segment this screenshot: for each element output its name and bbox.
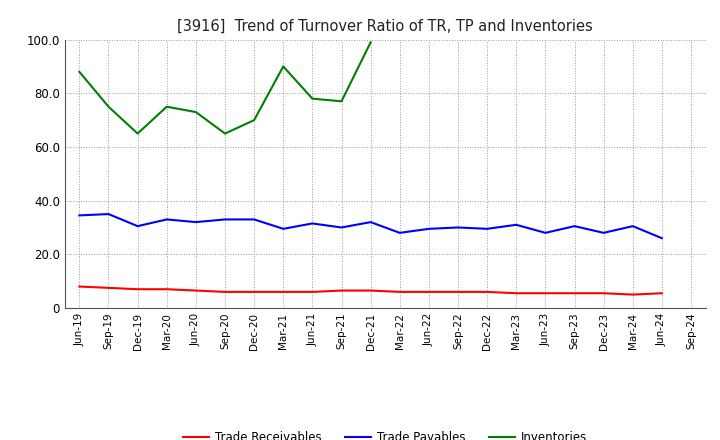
Trade Payables [250,217,258,222]
Trade Payables [366,220,375,225]
Inventories [279,64,287,69]
Inventories [250,117,258,123]
Trade Payables [570,224,579,229]
Trade Payables [192,220,200,225]
Trade Receivables [279,289,287,294]
Inventories [337,99,346,104]
Inventories [75,69,84,74]
Trade Payables [104,211,113,216]
Inventories [163,104,171,109]
Inventories [104,104,113,109]
Trade Payables [395,230,404,235]
Trade Payables [220,217,229,222]
Trade Payables [308,221,317,226]
Trade Payables [133,224,142,229]
Trade Receivables [133,286,142,292]
Trade Receivables [75,284,84,289]
Trade Receivables [570,290,579,296]
Inventories [192,110,200,115]
Trade Payables [541,230,550,235]
Inventories [133,131,142,136]
Trade Receivables [192,288,200,293]
Trade Payables [599,230,608,235]
Inventories [220,131,229,136]
Trade Receivables [163,286,171,292]
Trade Receivables [599,290,608,296]
Trade Receivables [483,289,492,294]
Trade Receivables [657,290,666,296]
Trade Receivables [425,289,433,294]
Trade Receivables [337,288,346,293]
Inventories [366,40,375,45]
Legend: Trade Receivables, Trade Payables, Inventories: Trade Receivables, Trade Payables, Inven… [179,427,592,440]
Trade Payables [163,217,171,222]
Trade Payables [512,222,521,227]
Trade Receivables [250,289,258,294]
Trade Payables [75,213,84,218]
Trade Payables [629,224,637,229]
Trade Payables [454,225,462,230]
Trade Receivables [395,289,404,294]
Line: Trade Payables: Trade Payables [79,214,662,238]
Trade Receivables [220,289,229,294]
Line: Trade Receivables: Trade Receivables [79,286,662,295]
Trade Receivables [366,288,375,293]
Trade Payables [279,226,287,231]
Trade Receivables [512,290,521,296]
Trade Receivables [308,289,317,294]
Trade Receivables [454,289,462,294]
Trade Payables [425,226,433,231]
Title: [3916]  Trend of Turnover Ratio of TR, TP and Inventories: [3916] Trend of Turnover Ratio of TR, TP… [177,19,593,34]
Inventories [308,96,317,101]
Trade Payables [483,226,492,231]
Trade Receivables [104,285,113,290]
Trade Receivables [629,292,637,297]
Trade Receivables [541,290,550,296]
Trade Payables [657,235,666,241]
Trade Payables [337,225,346,230]
Line: Inventories: Inventories [79,42,371,134]
